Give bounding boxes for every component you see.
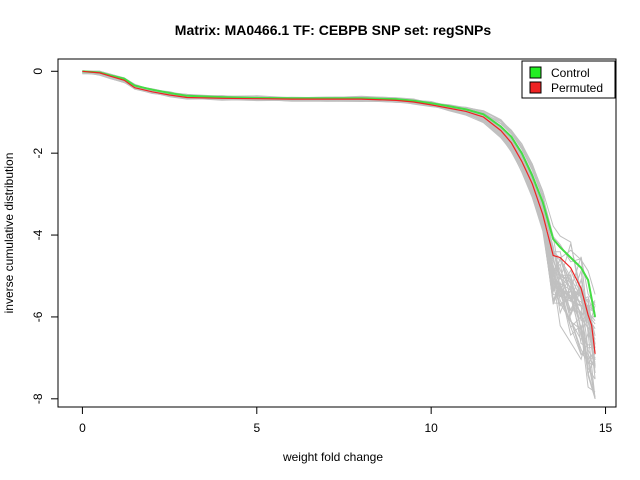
- y-axis-label: inverse cumulative distribution: [2, 153, 16, 314]
- x-tick-label: 5: [253, 421, 260, 435]
- permutation-line: [82, 70, 596, 353]
- permutation-line: [82, 70, 596, 295]
- legend-label-control: Control: [551, 66, 590, 80]
- permutation-line: [82, 71, 596, 393]
- permutation-line: [82, 72, 596, 367]
- x-axis-label: weight fold change: [282, 450, 383, 464]
- permutation-line: [82, 70, 596, 319]
- x-tick-label: 15: [599, 421, 613, 435]
- permutation-line: [82, 70, 596, 380]
- permutation-line: [82, 70, 596, 361]
- y-tick-label: -4: [31, 229, 45, 240]
- permutation-line: [82, 70, 596, 349]
- permutation-line: [82, 70, 596, 309]
- permutation-line: [82, 72, 596, 399]
- chart-title: Matrix: MA0466.1 TF: CEBPB SNP set: regS…: [175, 22, 492, 38]
- series-lines: [82, 70, 597, 354]
- y-tick-label: 0: [31, 68, 45, 75]
- permutation-line: [82, 70, 596, 330]
- permutation-line: [82, 70, 596, 367]
- permutation-line: [82, 70, 596, 340]
- permutation-line: [82, 71, 596, 330]
- permutation-line: [82, 71, 596, 366]
- permutation-line: [82, 70, 596, 318]
- permutation-line: [82, 73, 596, 377]
- permutation-line: [82, 72, 596, 379]
- x-tick-label: 10: [424, 421, 438, 435]
- permutation-line: [82, 70, 596, 313]
- permutation-line: [82, 70, 596, 306]
- x-tick-label: 0: [79, 421, 86, 435]
- permutation-line: [82, 70, 596, 349]
- permutation-line: [82, 72, 596, 349]
- series-line-control: [82, 70, 597, 318]
- y-tick-label: -6: [31, 311, 45, 322]
- permutation-line: [82, 72, 596, 398]
- permutation-line: [82, 71, 596, 399]
- background-lines: [82, 70, 596, 399]
- permutation-line: [82, 70, 596, 365]
- y-axis: 0 -2 -4 -6 -8: [31, 68, 59, 404]
- permutation-line: [82, 70, 596, 336]
- y-tick-label: -2: [31, 148, 45, 159]
- legend-label-permuted: Permuted: [551, 81, 603, 95]
- permutation-line: [82, 71, 596, 399]
- series-line-permuted: [82, 70, 596, 354]
- permutation-line: [82, 71, 596, 399]
- permutation-line: [82, 70, 596, 363]
- permutation-line: [82, 71, 596, 322]
- x-axis: 0 5 10 15: [79, 406, 613, 435]
- permutation-line: [82, 70, 596, 361]
- legend: Control Permuted: [521, 60, 616, 99]
- permutation-line: [82, 70, 596, 345]
- plot-frame: [57, 58, 617, 408]
- permutation-line: [82, 72, 596, 346]
- permutation-line: [82, 70, 596, 324]
- legend-swatch-permuted: [529, 81, 542, 94]
- permutation-line: [82, 70, 596, 309]
- permutation-line: [82, 70, 596, 368]
- permutation-line: [82, 70, 596, 374]
- legend-swatch-control: [529, 66, 542, 79]
- y-tick-label: -8: [31, 393, 45, 404]
- permutation-line: [82, 70, 596, 325]
- permutation-line: [82, 71, 596, 355]
- permutation-line: [82, 72, 596, 369]
